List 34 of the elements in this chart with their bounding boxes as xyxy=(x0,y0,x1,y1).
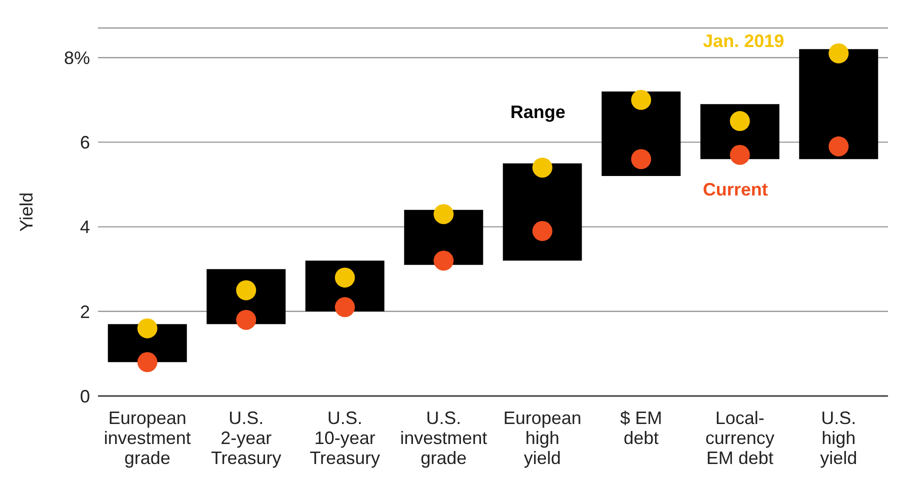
text: Range xyxy=(510,102,566,122)
x-tick-label: U.S. 2-year Treasury xyxy=(210,408,282,468)
bar xyxy=(502,163,582,261)
text: Jan. 2019 xyxy=(703,30,784,51)
point xyxy=(434,250,454,271)
x-tick-label: U.S. high yield xyxy=(820,408,858,468)
point xyxy=(434,204,454,224)
point xyxy=(137,352,158,372)
bar xyxy=(799,49,878,160)
y-tick-label: 2 xyxy=(80,302,90,322)
x-tick-label: $ EM debt xyxy=(620,408,662,448)
point xyxy=(137,318,158,338)
point xyxy=(631,149,652,170)
x-tick-label: U.S. investment grade xyxy=(400,408,488,468)
y-tick-label: 0 xyxy=(80,386,90,406)
x-tick-label: European high yield xyxy=(503,408,582,468)
point xyxy=(532,221,552,242)
point xyxy=(631,90,652,110)
point xyxy=(334,297,355,318)
point xyxy=(730,144,750,165)
x-tick-label: Local-currency EM debt xyxy=(705,408,774,468)
point xyxy=(236,310,256,330)
y-tick-label: 6 xyxy=(80,132,90,153)
y-axis-title: Yield xyxy=(16,192,36,232)
point xyxy=(532,158,552,178)
point xyxy=(730,111,750,132)
x-tick-label: U.S. 10-year Treasury xyxy=(310,408,380,468)
bar xyxy=(602,91,681,176)
x-tick-label: European investment grade xyxy=(104,408,191,468)
point xyxy=(828,43,849,64)
series-label: Current xyxy=(702,179,768,200)
y-tick-label: 8% xyxy=(64,48,90,68)
point xyxy=(828,136,849,156)
y-tick-label: 4 xyxy=(80,217,90,238)
